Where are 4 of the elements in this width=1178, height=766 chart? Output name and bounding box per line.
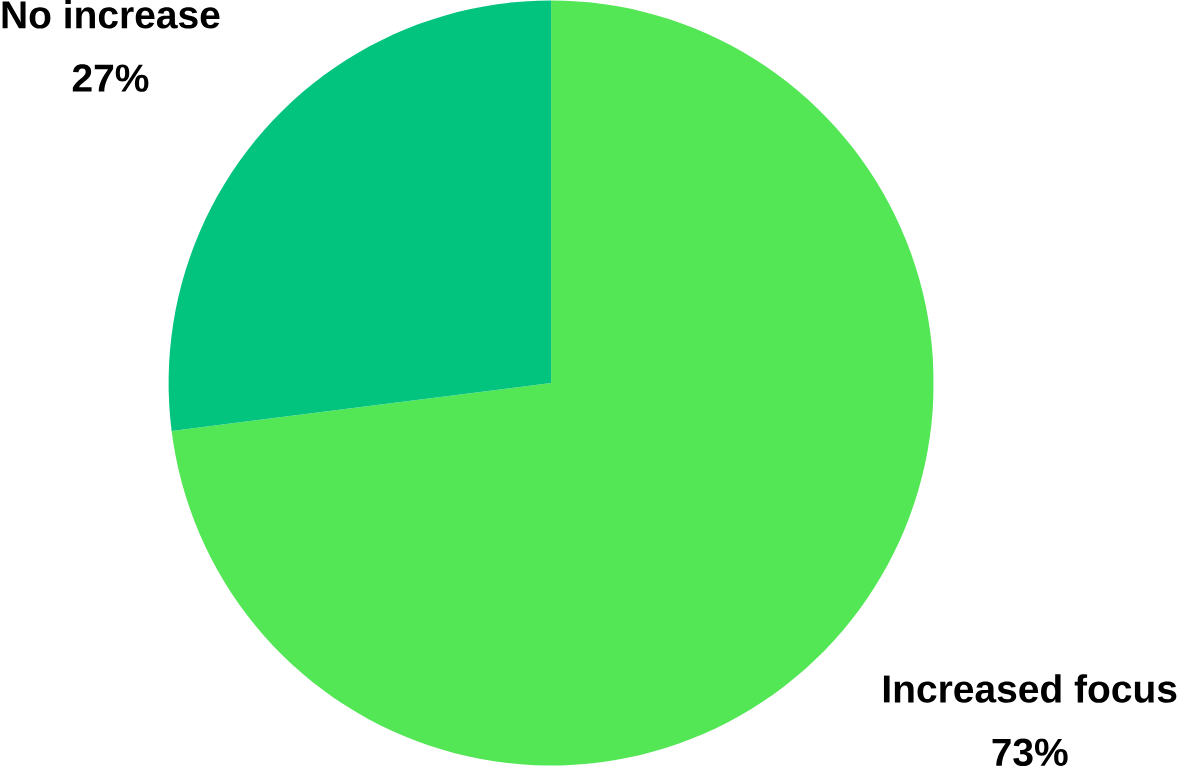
data-label: 73% — [992, 738, 1068, 766]
data-label: 27% — [72, 64, 149, 92]
slice-label: Increased focus — [883, 674, 1177, 703]
slice-label: No increase — [2, 0, 220, 29]
